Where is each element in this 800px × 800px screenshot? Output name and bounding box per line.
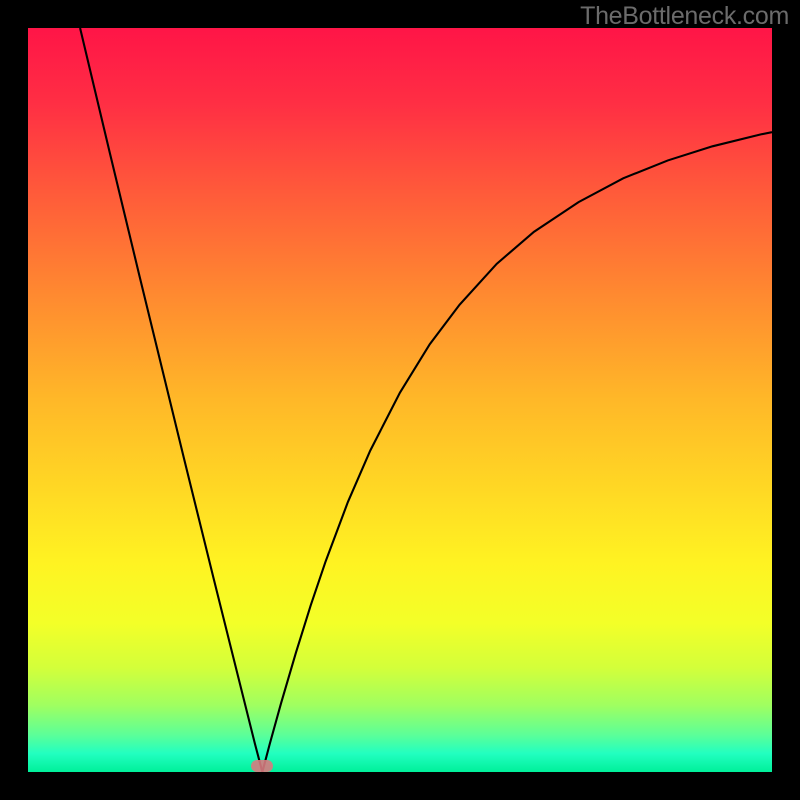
plot-area [28, 28, 772, 772]
gradient-background [28, 28, 772, 772]
minimum-marker [251, 760, 273, 772]
watermark-text: TheBottleneck.com [580, 2, 789, 31]
chart-svg [28, 28, 772, 772]
chart-container: TheBottleneck.com [0, 0, 800, 800]
